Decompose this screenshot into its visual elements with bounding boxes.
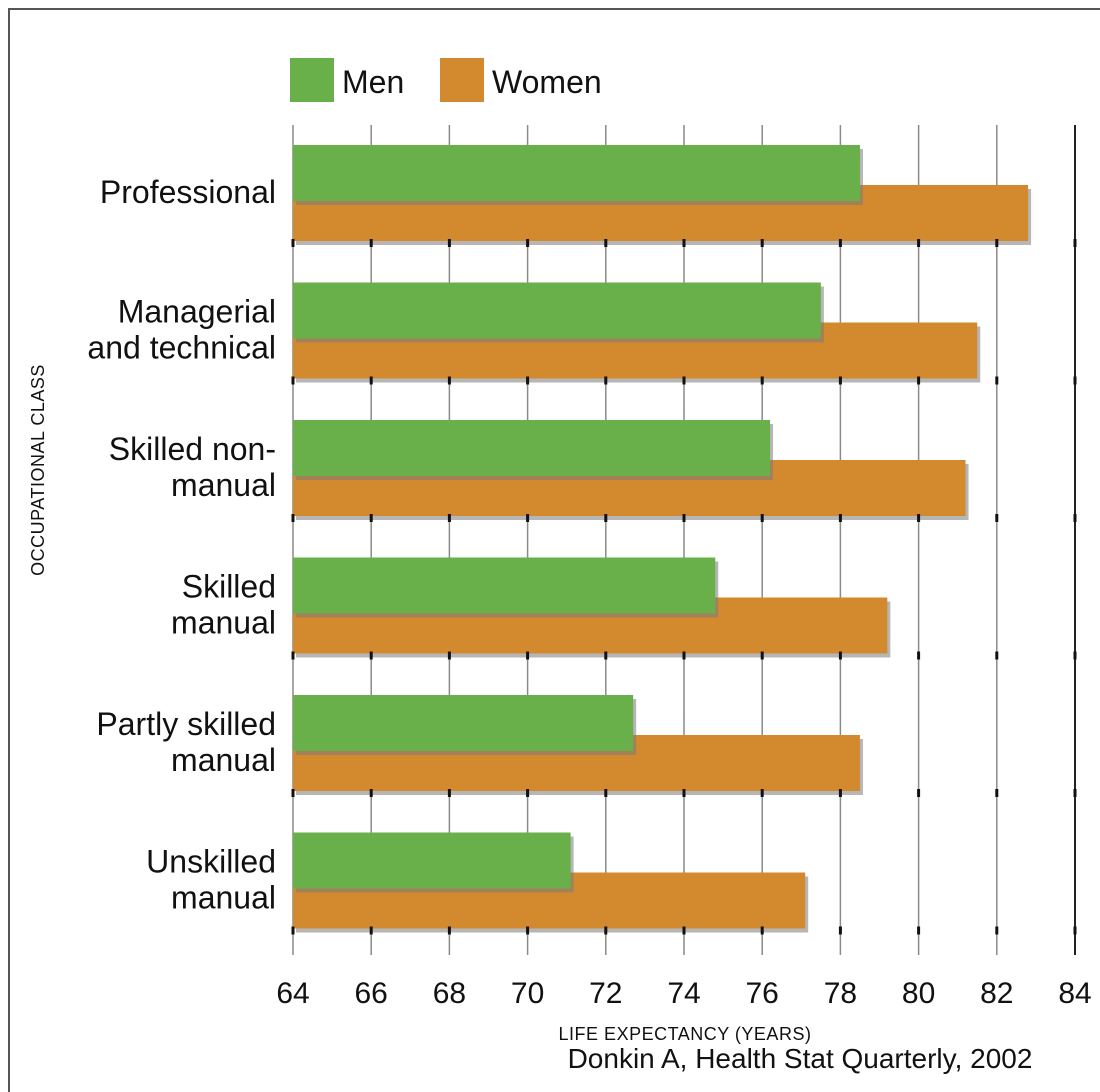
bar-men bbox=[293, 557, 716, 614]
chart-frame bbox=[8, 8, 1100, 1092]
x-axis-title: LIFE EXPECTANCY (YEARS) bbox=[559, 1024, 812, 1044]
bar-men bbox=[293, 695, 634, 751]
category-label: Unskilled manual bbox=[146, 844, 276, 916]
x-tick-label: 80 bbox=[902, 977, 935, 1010]
x-tick-label: 64 bbox=[276, 977, 309, 1010]
source-citation: Donkin A, Health Stat Quarterly, 2002 bbox=[568, 1043, 1033, 1074]
x-tick-label: 72 bbox=[589, 977, 622, 1010]
x-tick-label: 74 bbox=[667, 977, 700, 1010]
y-axis-title: OCCUPATIONAL CLASS bbox=[28, 364, 48, 576]
grid-lines bbox=[292, 125, 1076, 955]
category-label: Professional bbox=[100, 174, 276, 210]
bar-men bbox=[293, 282, 821, 339]
category-label: Skilled manual bbox=[171, 569, 276, 641]
legend-label-women: Women bbox=[492, 64, 602, 100]
legend-label-men: Men bbox=[342, 64, 404, 100]
x-tick-label: 78 bbox=[824, 977, 857, 1010]
x-tick-label: 70 bbox=[511, 977, 544, 1010]
legend-swatch-women bbox=[440, 58, 484, 102]
category-label: Managerial and technical bbox=[87, 294, 276, 366]
legend: Men Women bbox=[290, 58, 602, 102]
legend-swatch-men bbox=[290, 58, 334, 102]
x-tick-label: 66 bbox=[355, 977, 388, 1010]
x-tick-label: 76 bbox=[746, 977, 779, 1010]
bar-men bbox=[293, 832, 571, 889]
category-labels: Professional Managerial and technical Skill… bbox=[87, 174, 276, 916]
x-tick-label: 68 bbox=[433, 977, 466, 1010]
x-tick-label: 84 bbox=[1058, 977, 1091, 1010]
bar-men bbox=[293, 420, 771, 476]
x-tick-labels: 64 66 68 70 72 74 76 78 80 82 84 bbox=[276, 977, 1091, 1010]
bar-men bbox=[293, 145, 860, 201]
bars bbox=[291, 145, 1077, 935]
x-tick-label: 82 bbox=[980, 977, 1013, 1010]
category-label: Partly skilled manual bbox=[96, 706, 276, 778]
category-label: Skilled non-manual bbox=[109, 431, 276, 503]
